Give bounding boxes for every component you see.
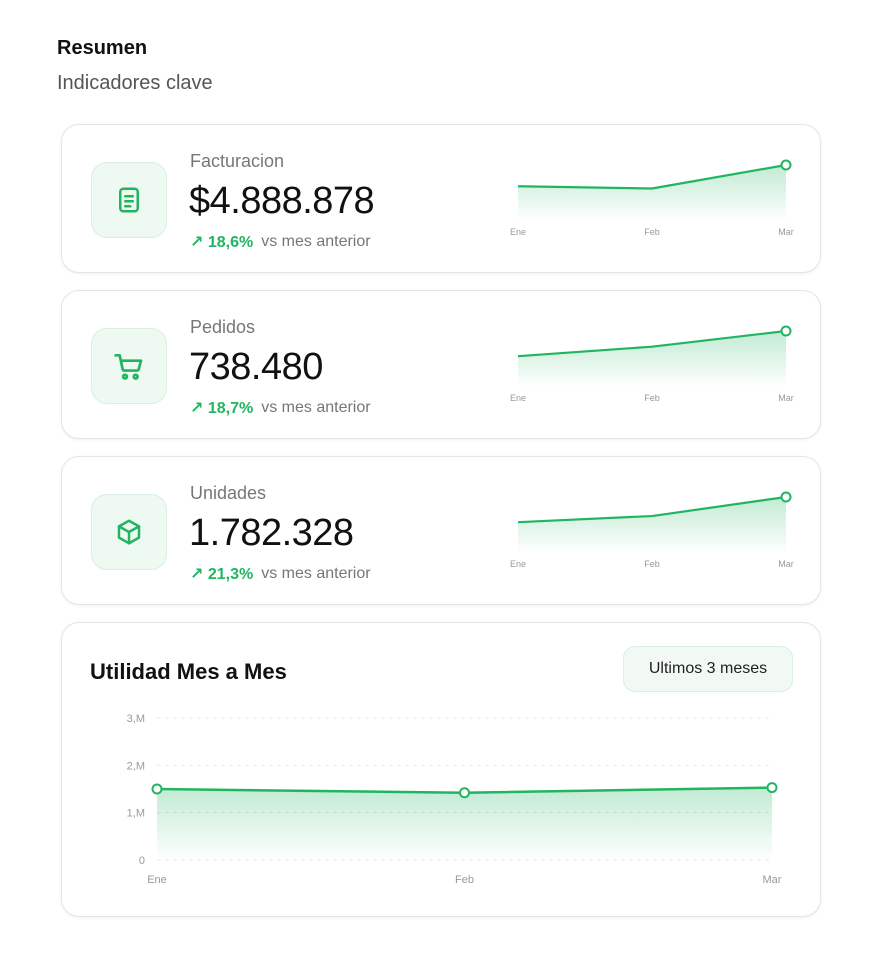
y-tick-label: 1,M: [127, 808, 145, 820]
kpi-icon-box: [91, 494, 167, 570]
sparkline-x-label: Mar: [778, 227, 794, 237]
sparkline-x-label: Mar: [778, 393, 794, 403]
area-fill: [157, 787, 772, 860]
sparkline-x-label: Ene: [510, 393, 526, 403]
sparkline-end-point: [780, 159, 792, 171]
y-tick-label: 0: [139, 855, 145, 867]
kpi-label: Facturacion: [190, 151, 285, 171]
delta-text: vs mes anterior: [261, 399, 371, 416]
sparkline-x-label: Mar: [778, 559, 794, 569]
kpi-value: $4.888.878: [189, 180, 375, 222]
date-range-button[interactable]: Ultimos 3 meses: [623, 646, 793, 692]
data-point: [151, 783, 163, 795]
box-icon: [117, 519, 141, 545]
sparkline-x-label: Feb: [644, 393, 660, 403]
kpi-card-facturacion: Facturacion $4.888.878 ↗ 18,6% vs mes an…: [61, 124, 821, 273]
data-point: [766, 782, 778, 794]
kpi-label: Pedidos: [190, 317, 256, 337]
data-point: [459, 787, 470, 799]
kpi-value: 1.782.328: [189, 512, 354, 554]
sparkline-end-point: [780, 491, 792, 503]
sparkline-line: [517, 495, 787, 524]
delta-text: vs mes anterior: [261, 233, 371, 250]
x-tick-label: Feb: [455, 874, 474, 886]
sparkline-x-label: Feb: [644, 559, 660, 569]
profit-chart-title: Utilidad Mes a Mes: [90, 659, 287, 684]
sparkline-line: [517, 329, 787, 358]
kpi-icon-box: [91, 162, 167, 238]
sparkline-chart: Ene Feb Mar: [510, 491, 794, 569]
sparkline-chart: Ene Feb Mar: [510, 325, 794, 403]
delta-value: ↗ 18,6%: [190, 234, 254, 251]
kpi-delta: ↗ 21,3% vs mes anterior: [190, 564, 371, 584]
sparkline-x-label: Ene: [510, 227, 526, 237]
sparkline-x-label: Ene: [510, 559, 526, 569]
delta-value: ↗ 18,7%: [190, 400, 254, 417]
delta-value: ↗ 21,3%: [190, 566, 254, 583]
sparkline-area: [518, 331, 786, 387]
profit-card: Utilidad Mes a Mes Ultimos 3 meses 0 1,M 2…: [61, 622, 821, 917]
x-tick-label: Mar: [763, 874, 782, 886]
kpi-delta: ↗ 18,7% vs mes anterior: [190, 398, 371, 418]
kpi-icon-box: [91, 328, 167, 404]
document-icon: [119, 187, 139, 213]
profit-area-chart: 0 1,M 2,M 3,M Ene Feb Mar: [127, 713, 782, 886]
kpi-card-pedidos: Pedidos 738.480 ↗ 18,7% vs mes anterior …: [61, 290, 821, 439]
y-tick-label: 2,M: [127, 760, 145, 772]
kpi-card-unidades: Unidades 1.782.328 ↗ 21,3% vs mes anteri…: [61, 456, 821, 605]
kpi-delta: ↗ 18,6% vs mes anterior: [190, 232, 371, 252]
sparkline-chart: Ene Feb Mar: [510, 159, 794, 237]
delta-text: vs mes anterior: [261, 565, 371, 582]
kpi-value: 738.480: [189, 346, 323, 388]
x-tick-label: Ene: [147, 874, 167, 886]
sparkline-line: [517, 163, 787, 190]
kpi-label: Unidades: [190, 483, 267, 503]
page-subtitle: Indicadores clave: [57, 72, 213, 94]
sparkline-x-label: Feb: [644, 227, 660, 237]
sparkline-area: [518, 165, 786, 221]
shopping-cart-icon: [114, 354, 143, 380]
sparkline-end-point: [780, 325, 792, 337]
page-title: Resumen: [57, 37, 148, 59]
sparkline-area: [518, 497, 786, 553]
y-tick-label: 3,M: [127, 713, 145, 725]
